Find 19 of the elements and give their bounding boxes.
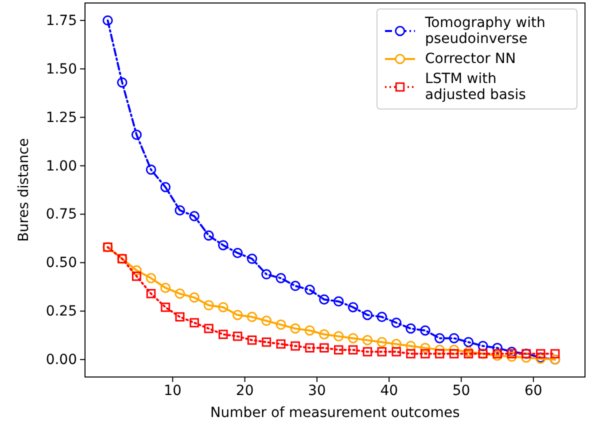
legend-label: Tomography with pseudoinverse: [424, 15, 546, 47]
x-tick-label: 10: [164, 382, 182, 399]
y-tick-label: 1.00: [46, 158, 77, 174]
x-tick-label: 20: [236, 382, 254, 399]
y-tick-label: 1.25: [46, 110, 77, 126]
y-tick-label: 0.00: [46, 352, 77, 368]
legend-label: LSTM with adjusted basis: [425, 71, 526, 103]
x-tick-label: 40: [380, 382, 398, 399]
y-tick-label: 0.75: [46, 206, 77, 223]
y-tick-label: 1.50: [46, 61, 77, 78]
x-tick-label: 50: [452, 382, 470, 399]
y-tick-label: 0.25: [46, 304, 77, 320]
x-axis-title: Number of measurement outcomes: [210, 405, 460, 421]
y-tick-label: 1.75: [46, 12, 77, 29]
y-tick-label: 0.50: [46, 255, 77, 272]
y-axis-title: Bures distance: [16, 138, 32, 242]
legend-label: Corrector NN: [425, 51, 516, 67]
x-tick-label: 60: [524, 382, 542, 399]
x-tick-label: 30: [308, 382, 326, 399]
